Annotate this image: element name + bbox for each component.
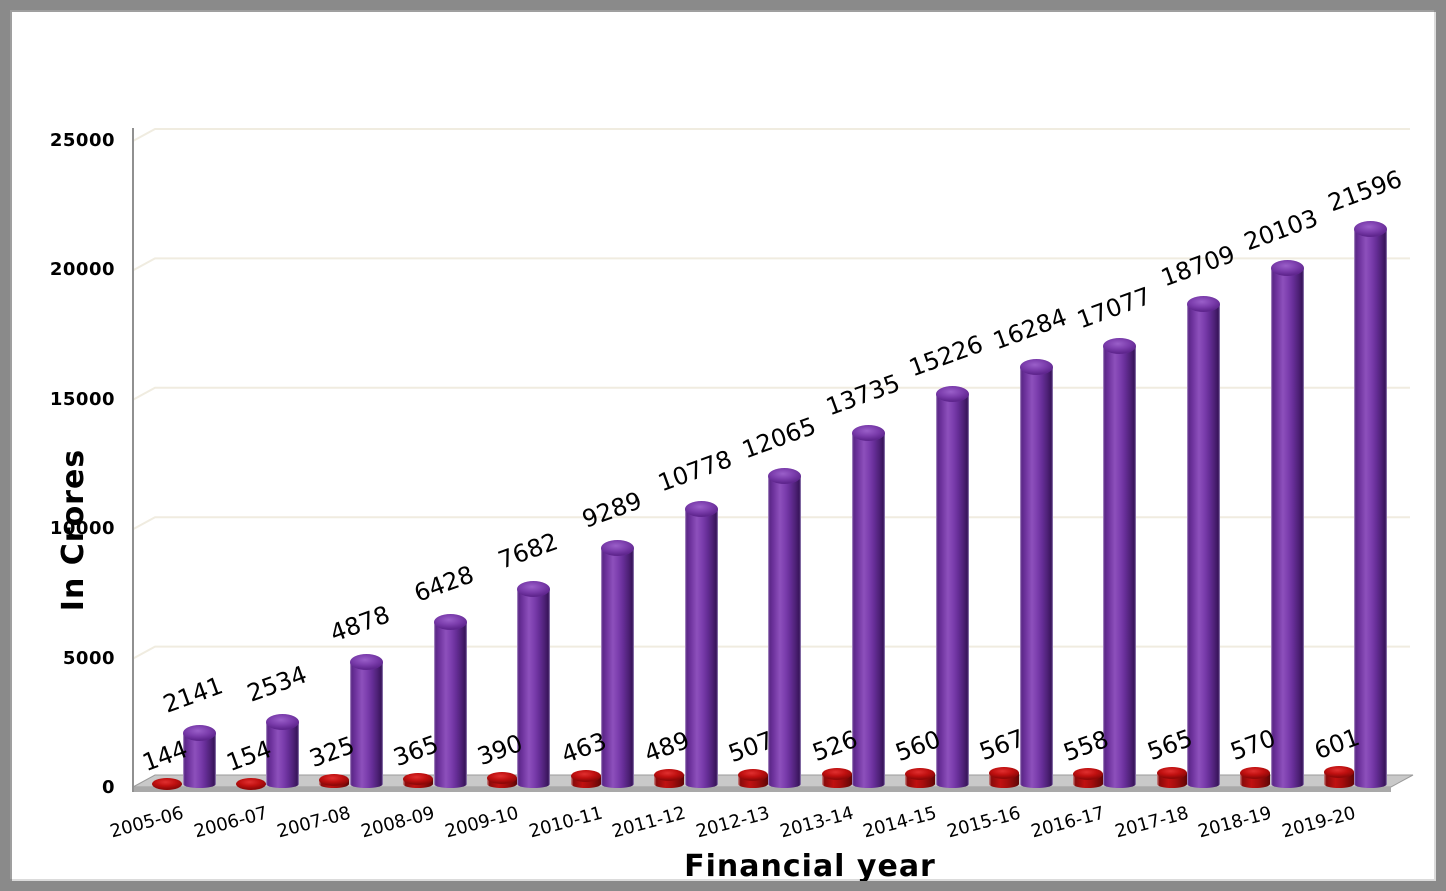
- bar-cylinder-purple: [434, 621, 467, 788]
- bar-cylinder-purple-top: [1271, 259, 1304, 276]
- bar-cylinder-purple: [350, 661, 383, 788]
- gridline: [132, 386, 1410, 401]
- bar-cylinder-purple: [1020, 366, 1053, 788]
- bar-cylinder-red-top: [905, 767, 935, 780]
- bar-cylinder-purple: [852, 432, 885, 788]
- bar-cylinder-purple: [517, 589, 550, 788]
- bar-cylinder-purple-top: [1187, 295, 1220, 312]
- y-tick-label: 20000: [49, 259, 115, 280]
- bar-cylinder-red-top: [319, 773, 349, 786]
- bar-cylinder-red-top: [403, 772, 433, 785]
- bar-cylinder-purple-top: [1020, 358, 1053, 375]
- gridline: [132, 645, 1410, 660]
- bar-cylinder-purple-top: [768, 467, 801, 484]
- bar-cylinder-purple-top: [1103, 338, 1136, 355]
- bar-cylinder-red-top: [738, 768, 768, 781]
- bar-cylinder-purple-top: [266, 714, 299, 731]
- bar-cylinder-red-top: [989, 767, 1019, 780]
- bar-cylinder-red-top: [1324, 766, 1354, 779]
- y-axis-title: In Crores: [56, 448, 91, 612]
- bar-cylinder-red-top: [152, 778, 182, 791]
- bar-cylinder-red-top: [822, 768, 852, 781]
- gridline: [132, 128, 1410, 142]
- y-tick-label: 5000: [62, 648, 115, 669]
- bar-cylinder-purple: [1187, 303, 1220, 788]
- bar-cylinder-red-top: [236, 778, 266, 790]
- bar-cylinder-purple: [936, 393, 969, 788]
- y-tick-label: 25000: [49, 130, 115, 151]
- bar-cylinder-purple-top: [517, 581, 550, 598]
- bar-cylinder-purple: [1271, 267, 1304, 788]
- bar-cylinder-purple: [601, 547, 634, 788]
- bar-cylinder-red-top: [1240, 767, 1270, 780]
- bar-cylinder-red-top: [1073, 767, 1103, 780]
- bar-cylinder-purple: [1354, 229, 1387, 788]
- gridline: [132, 257, 1410, 272]
- bar-cylinder-purple-top: [685, 501, 718, 518]
- bar-cylinder-purple-top: [936, 385, 969, 402]
- y-tick-label: 15000: [49, 389, 115, 410]
- bar-cylinder-purple-top: [434, 613, 467, 630]
- bar-cylinder-purple: [183, 732, 216, 788]
- bar-cylinder-purple-top: [1354, 221, 1387, 238]
- bar-cylinder-purple: [266, 722, 299, 788]
- bar-cylinder-purple: [768, 475, 801, 788]
- bar-cylinder-red-top: [654, 769, 684, 782]
- bar-cylinder-red-top: [487, 771, 517, 784]
- bar-cylinder-purple: [685, 509, 718, 788]
- bar-cylinder-red-top: [1157, 767, 1187, 780]
- bar-cylinder-purple-top: [601, 539, 634, 556]
- bar-cylinder-red-top: [571, 770, 601, 783]
- bar-cylinder-purple-top: [183, 724, 216, 741]
- x-axis-title: Financial year: [684, 849, 936, 884]
- bar-cylinder-purple-top: [852, 424, 885, 441]
- y-tick-label: 0: [101, 777, 115, 798]
- bar-cylinder-purple-top: [350, 653, 383, 670]
- y-tick-label: 10000: [49, 518, 115, 539]
- chart-floor-front: [133, 787, 1391, 792]
- gridline: [132, 516, 1410, 531]
- bar-cylinder-purple: [1103, 346, 1136, 788]
